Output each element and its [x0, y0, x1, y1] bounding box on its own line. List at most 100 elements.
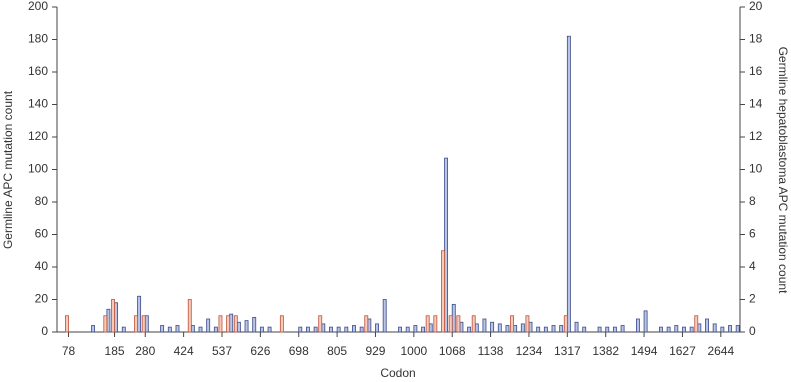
bar	[674, 325, 679, 333]
y-tick-label: 40	[35, 259, 49, 273]
bar	[213, 326, 218, 333]
y-tick-label: 0	[41, 324, 48, 338]
bar	[206, 318, 211, 333]
bar	[306, 326, 310, 333]
y2-tick-label: 10	[749, 162, 763, 176]
bar	[428, 323, 433, 333]
bar	[103, 315, 108, 333]
bar	[444, 157, 449, 333]
y-tick-label: 20	[35, 292, 49, 306]
x-tick-label: 1494	[631, 344, 658, 358]
bar	[559, 325, 564, 333]
y2-tick-label: 6	[749, 227, 756, 241]
bar	[448, 315, 453, 333]
bar	[456, 315, 461, 333]
bar	[505, 325, 510, 333]
y2-tick-label: 8	[749, 194, 756, 208]
bar	[141, 315, 146, 333]
bar	[490, 321, 495, 333]
bar	[620, 325, 625, 333]
bar	[167, 326, 172, 333]
bar	[451, 303, 456, 333]
x-tick-label: 78	[62, 344, 76, 358]
y-tick-label: 180	[28, 32, 48, 46]
x-tick-label: 1068	[439, 344, 466, 358]
bar	[65, 315, 69, 333]
y-tick-label: 160	[28, 64, 48, 78]
bar	[597, 326, 602, 333]
bar	[482, 318, 487, 333]
bar	[329, 326, 333, 333]
bar	[528, 321, 533, 333]
bar	[471, 315, 476, 333]
x-tick-label: 1627	[669, 344, 696, 358]
x-tick-label: 2644	[707, 344, 734, 358]
y-tick-label: 140	[28, 97, 48, 111]
bar	[520, 323, 525, 333]
bar	[313, 326, 318, 333]
bar	[398, 326, 402, 333]
bar	[682, 326, 686, 333]
bar	[252, 316, 257, 333]
bar	[659, 326, 663, 333]
x-tick-label: 698	[289, 344, 309, 358]
bar	[566, 35, 571, 333]
bar	[510, 315, 515, 333]
bar	[187, 299, 192, 333]
bar	[467, 326, 472, 333]
bar	[497, 323, 502, 333]
bar	[666, 326, 671, 333]
y2-tick-label: 16	[749, 64, 763, 78]
bar	[91, 325, 96, 333]
bar	[705, 318, 709, 333]
bar	[134, 315, 138, 333]
x-tick-label: 280	[135, 344, 155, 358]
bar	[114, 302, 119, 333]
bar	[111, 299, 115, 333]
bar	[563, 315, 568, 333]
x-tick-label: 537	[212, 344, 232, 358]
bar	[425, 315, 430, 333]
bar	[375, 323, 379, 333]
bar	[298, 326, 303, 333]
bar	[336, 326, 341, 333]
bar	[697, 323, 702, 333]
bar	[421, 326, 425, 333]
bar	[513, 325, 518, 333]
x-tick-label: 805	[327, 344, 347, 358]
y-axis-title: Germline APC mutation count	[1, 90, 15, 249]
bar	[689, 326, 694, 333]
y-tick-label: 60	[35, 227, 49, 241]
bar	[367, 318, 372, 333]
bar	[635, 318, 640, 333]
bar	[694, 315, 699, 333]
bar	[226, 315, 231, 333]
bar	[382, 299, 387, 333]
bar	[543, 326, 548, 333]
bar	[712, 323, 717, 333]
bar	[459, 321, 464, 333]
x-tick-label: 1138	[478, 344, 504, 358]
bar	[728, 325, 732, 333]
x-tick-label: 1317	[554, 344, 581, 358]
x-tick-label: 1382	[592, 344, 619, 358]
bar	[121, 326, 126, 333]
bar	[735, 325, 740, 333]
bar	[259, 326, 264, 333]
y2-tick-label: 20	[749, 0, 763, 13]
bar	[198, 326, 203, 333]
bar	[359, 326, 364, 333]
bar	[474, 323, 479, 333]
y2-tick-label: 0	[749, 324, 756, 338]
x-tick-label: 185	[105, 344, 125, 358]
y-tick-label: 200	[28, 0, 48, 13]
bar	[413, 325, 418, 333]
bar	[190, 325, 195, 333]
bar	[344, 326, 349, 333]
bar	[536, 326, 541, 333]
x-tick-label: 1234	[516, 344, 543, 358]
y2-axis-title: Germline hepatoblastoma APC mutation cou…	[776, 47, 790, 294]
y2-tick-label: 18	[749, 32, 763, 46]
bar	[144, 315, 149, 333]
bar	[106, 308, 111, 333]
